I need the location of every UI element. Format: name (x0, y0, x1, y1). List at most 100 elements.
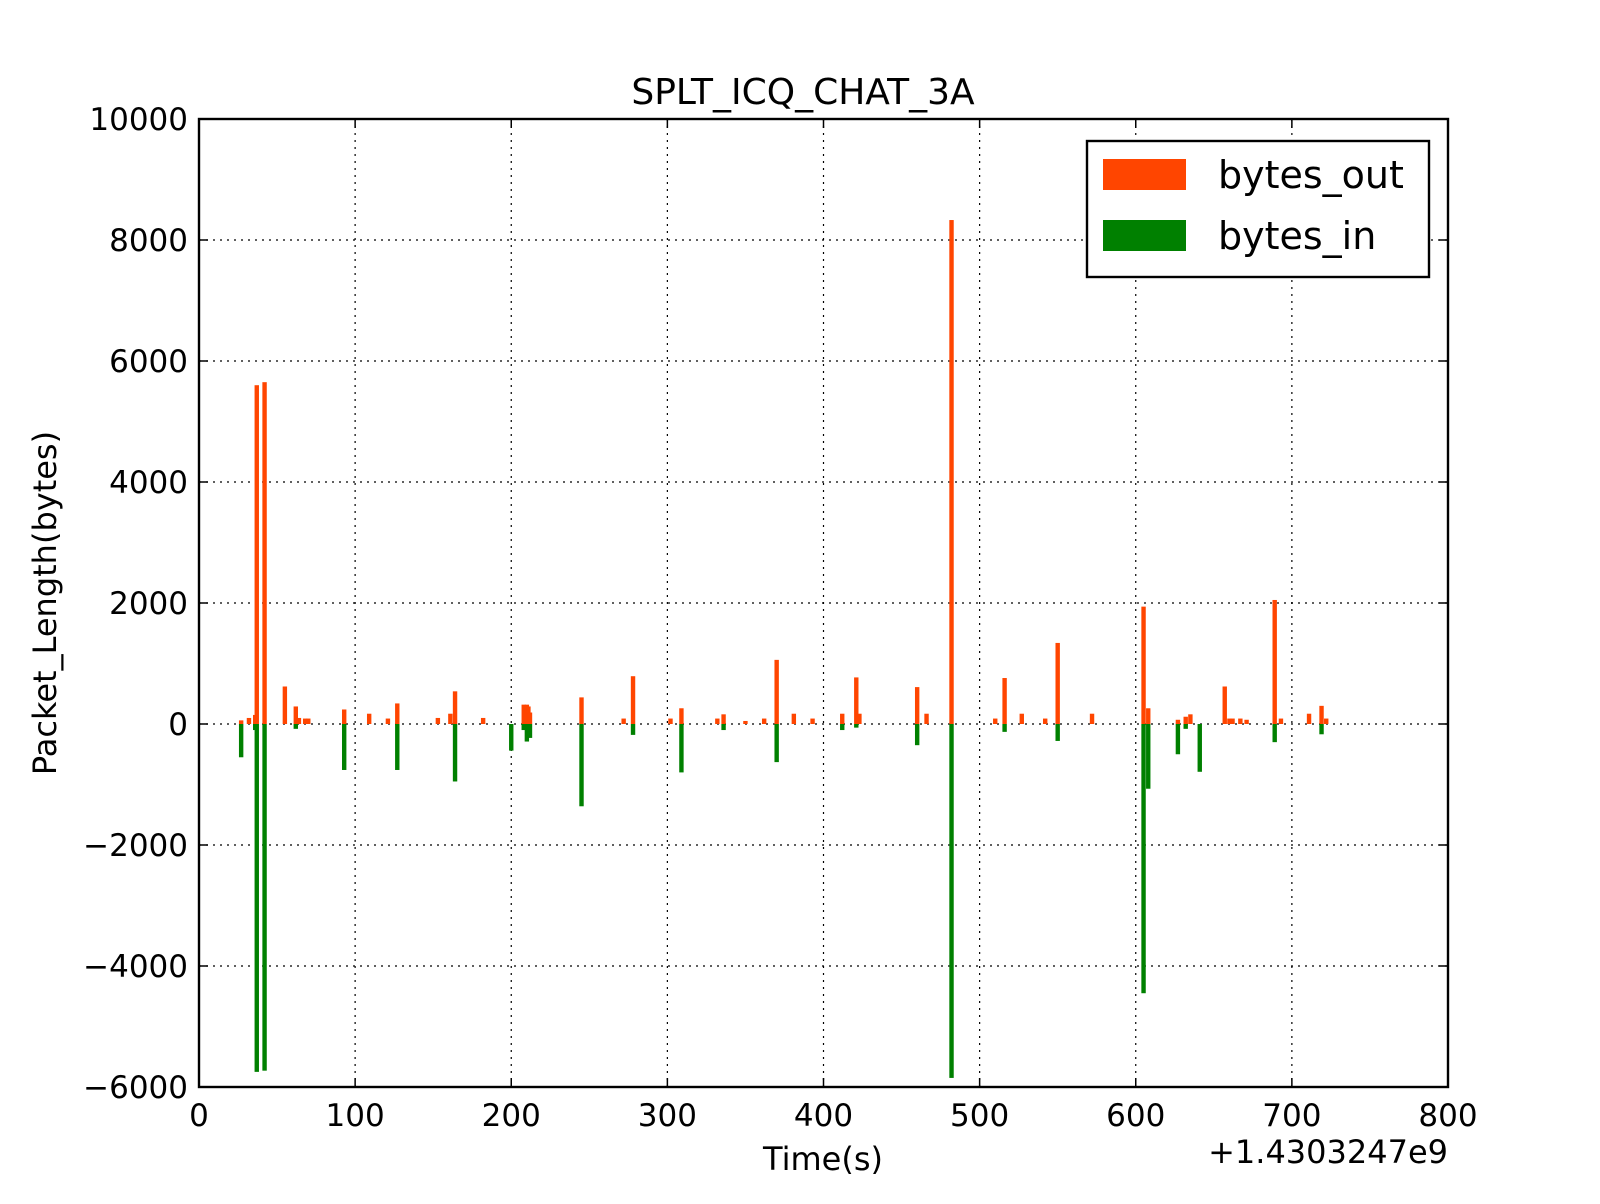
bar-bytes-in (1197, 724, 1202, 772)
bar-bytes-out (527, 712, 533, 724)
bar-bytes-out (262, 382, 267, 724)
bar-bytes-in (721, 724, 726, 731)
bar-bytes-out (993, 718, 998, 724)
bar-bytes-out (1227, 718, 1232, 724)
legend-label-bytes-in: bytes_in (1218, 214, 1376, 258)
x-tick-label: 300 (638, 1098, 697, 1134)
y-tick-label: 2000 (109, 586, 188, 622)
bar-bytes-in (949, 724, 954, 1078)
bar-bytes-in (395, 724, 400, 770)
bar-bytes-out (254, 385, 259, 724)
bar-bytes-out (366, 713, 372, 724)
bar-bytes-out (1019, 713, 1024, 724)
bar-bytes-in (679, 724, 684, 773)
bar-bytes-out (1278, 718, 1284, 724)
bar-bytes-out (761, 718, 767, 724)
bar-bytes-out (1002, 678, 1007, 724)
x-tick-label: 100 (326, 1098, 385, 1134)
grid-lines (199, 119, 1448, 1087)
bar-bytes-in (293, 724, 298, 729)
bar-bytes-in (1319, 724, 1324, 735)
y-tick-label: 0 (168, 707, 188, 743)
bar-bytes-in (1183, 724, 1188, 729)
bar-bytes-in (1175, 724, 1181, 755)
bar-bytes-out (579, 697, 584, 724)
bar-bytes-out (448, 713, 453, 724)
bar-bytes-out (1272, 599, 1277, 724)
legend: bytes_out bytes_in (1085, 139, 1431, 279)
bar-bytes-out (679, 708, 684, 724)
x-tick-label: 400 (794, 1098, 853, 1134)
bar-bytes-out (1183, 716, 1188, 724)
bar-bytes-out (480, 717, 486, 724)
legend-swatch-bytes-out (1103, 159, 1186, 190)
bar-bytes-out (1230, 718, 1235, 724)
x-tick-label: 0 (189, 1098, 209, 1134)
bar-bytes-in (1055, 724, 1060, 741)
bar-bytes-out (246, 717, 252, 724)
y-axis-label: Packet_Length(bytes) (26, 431, 64, 775)
bar-bytes-out (721, 714, 726, 724)
bar-bytes-out (395, 703, 400, 724)
bar-bytes-in (524, 724, 530, 742)
chart-title: SPLT_ICQ_CHAT_3A (631, 72, 975, 113)
y-tick-label: 6000 (109, 344, 188, 380)
bar-bytes-out (293, 706, 298, 724)
bar-bytes-in (1272, 724, 1277, 743)
bar-bytes-out (914, 687, 920, 724)
y-tick-label: −6000 (83, 1070, 188, 1106)
y-tick-label: 10000 (89, 102, 188, 138)
bar-bytes-in (262, 724, 267, 1071)
bar-bytes-out (924, 713, 929, 724)
y-tick-label: 8000 (109, 223, 188, 259)
bar-bytes-out (238, 720, 244, 724)
bar-bytes-in (579, 724, 584, 807)
bar-bytes-in (254, 724, 259, 1072)
bar-bytes-out (774, 659, 779, 724)
x-tick-label: 500 (950, 1098, 1009, 1134)
bar-bytes-out (668, 718, 673, 724)
bar-bytes-in (1002, 724, 1007, 732)
y-tick-label: −2000 (83, 828, 188, 864)
bar-bytes-in (238, 724, 244, 758)
bar-bytes-out (810, 718, 815, 724)
bar-bytes-out (341, 709, 347, 724)
bar-bytes-out (1306, 713, 1312, 724)
x-axis-offset-label: +1.4303247e9 (1208, 1133, 1448, 1171)
bar-bytes-out (630, 676, 636, 724)
y-tick-label: 4000 (109, 465, 188, 501)
bar-bytes-out (296, 717, 302, 724)
bar-bytes-out (1042, 718, 1048, 724)
bar-bytes-in (1141, 724, 1146, 994)
bar-bytes-in (521, 724, 526, 731)
bar-bytes-out (857, 713, 862, 724)
legend-swatch-bytes-in (1103, 220, 1186, 251)
bar-bytes-out (1146, 708, 1151, 724)
bar-bytes-out (854, 677, 859, 724)
bar-bytes-in (1146, 724, 1151, 789)
bar-bytes-out (1175, 719, 1181, 724)
bar-bytes-in (630, 724, 636, 735)
bar-bytes-out (1089, 713, 1095, 724)
x-tick-label: 600 (1106, 1098, 1165, 1134)
bar-bytes-out (743, 720, 748, 724)
bar-bytes-out (1188, 714, 1193, 724)
bar-bytes-in (774, 724, 779, 763)
axis-ticks: 0 100 200 300 400 500 600 700 800 −6000 −4000 −2000… (83, 102, 1477, 1134)
x-tick-label: 200 (482, 1098, 541, 1134)
bar-bytes-out (302, 718, 308, 724)
bar-bytes-out (1055, 642, 1060, 724)
bar-bytes-in (527, 724, 533, 738)
bar-bytes-in (840, 724, 845, 731)
bar-bytes-in (452, 724, 458, 782)
x-tick-label: 800 (1418, 1098, 1477, 1134)
bar-bytes-out (1141, 606, 1146, 724)
bar-bytes-out (949, 220, 954, 724)
bar-bytes-out (1324, 718, 1329, 724)
bar-bytes-out (621, 718, 626, 724)
bar-bytes-in (341, 724, 347, 770)
bar-bytes-in (854, 724, 859, 728)
bar-bytes-out (1238, 718, 1243, 724)
